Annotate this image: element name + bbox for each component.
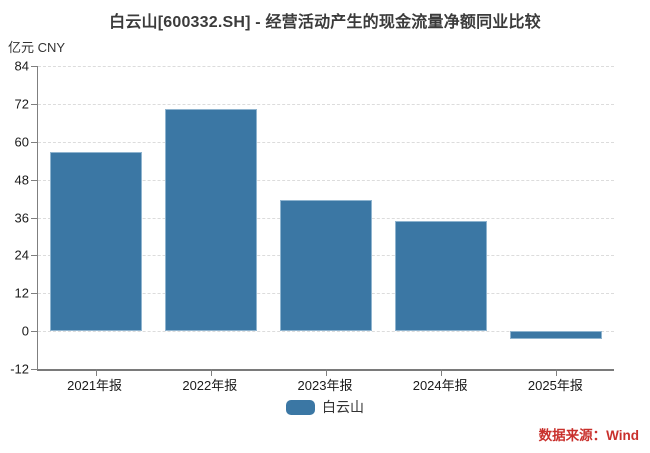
legend-item[interactable]: 白云山	[286, 397, 364, 417]
x-axis-tick-label: 2025年报	[527, 378, 583, 393]
y-axis-tick	[31, 217, 37, 219]
y-axis-tick-label: 36	[14, 210, 29, 225]
legend: 白云山	[0, 398, 650, 416]
y-axis-tick	[31, 293, 37, 295]
y-axis-tick-label: 84	[14, 58, 29, 74]
y-axis-labels: 84 72 60 48 36 24 12 0 -12	[0, 60, 31, 376]
x-axis-tick	[326, 369, 327, 376]
x-axis-tick-label: 2021年报	[67, 378, 123, 393]
y-axis-tick-label: 60	[14, 134, 29, 150]
plot-area	[31, 66, 614, 376]
gridline	[38, 179, 614, 181]
x-axis-tick-label: 2023年报	[297, 378, 353, 393]
gridline	[38, 331, 614, 333]
y-axis-tick	[31, 369, 37, 370]
x-axis-labels: 2021年报 2022年报 2023年报 2024年报 2025年报	[37, 375, 613, 393]
y-axis-tick	[31, 66, 37, 67]
y-axis-tick-label: -12	[10, 361, 29, 377]
y-axis-tick-label: 72	[14, 96, 29, 112]
x-axis-tick	[441, 369, 443, 376]
gridline	[38, 66, 614, 67]
gridline	[38, 103, 614, 105]
y-axis-tick	[31, 141, 37, 143]
data-source-label: 数据来源：Wind	[538, 428, 639, 443]
bar-2022年报[interactable]	[164, 108, 257, 332]
bar-2024年报[interactable]	[395, 220, 488, 332]
y-axis-unit-label: 亿元 CNY	[8, 40, 66, 55]
y-axis-tick	[31, 255, 37, 257]
y-axis-tick-label: 12	[14, 285, 29, 301]
chart-title: 白云山[600332.SH] - 经营活动产生的现金流量净额同业比较	[109, 14, 541, 31]
x-axis-tick-label: 2022年报	[182, 378, 238, 393]
y-axis-tick-label: 48	[14, 172, 29, 188]
bar-2021年报[interactable]	[49, 151, 142, 332]
bar-2025年报[interactable]	[510, 331, 603, 340]
legend-label: 白云山	[322, 399, 364, 415]
x-axis-tick	[95, 369, 97, 376]
legend-swatch-icon	[286, 399, 315, 415]
gridline	[38, 141, 614, 143]
x-axis-tick-label: 2024年报	[412, 378, 468, 393]
y-axis-tick	[31, 179, 37, 181]
y-axis-tick-label: 0	[21, 323, 29, 339]
y-axis-tick	[31, 331, 37, 333]
y-axis-tick	[31, 103, 37, 105]
bar-2023年报[interactable]	[280, 200, 372, 332]
x-axis-tick	[210, 369, 212, 376]
y-axis-tick-label: 24	[14, 247, 29, 263]
x-axis-tick	[556, 369, 558, 376]
